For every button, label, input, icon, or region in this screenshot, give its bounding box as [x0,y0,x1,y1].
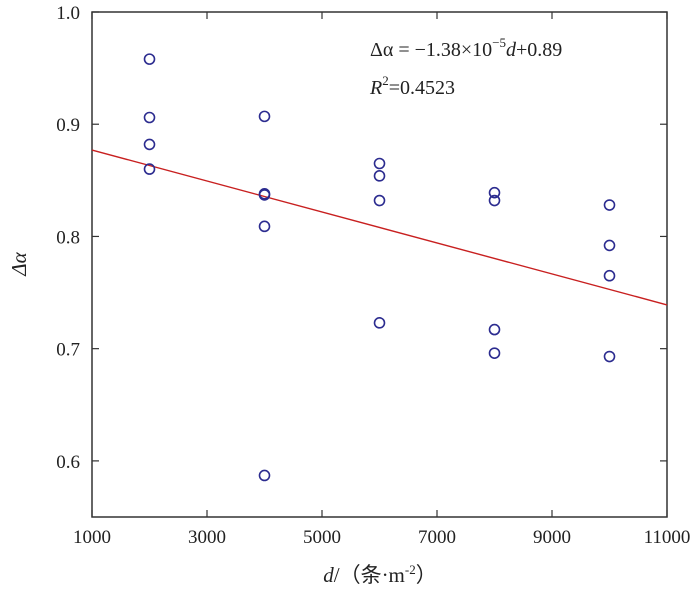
data-point [373,170,386,182]
y-tick-label: 0.8 [56,227,80,248]
data-point [488,186,501,199]
y-tick-label: 0.6 [56,452,80,473]
data-point [603,199,616,211]
x-axis-label: d/（条·m-2） [323,562,437,587]
data-point [603,350,616,363]
x-axis-ticks: 1000 3000 5000 7000 9000 11000 [73,12,690,548]
y-tick-label: 0.9 [56,115,80,136]
data-point [143,138,156,151]
x-tick-label: 9000 [533,527,571,548]
x-tick-label: 5000 [303,527,341,548]
data-point [488,323,501,336]
x-tick-label: 3000 [188,527,226,548]
y-tick-label: 0.7 [56,340,80,361]
plot-frame [91,11,668,518]
y-tick-label: 1.0 [56,3,80,24]
data-point [373,157,386,170]
x-tick-label: 11000 [644,527,691,548]
fit-line [91,149,668,306]
data-point [143,111,156,124]
regression-equation: Δα = −1.38×10−5d+0.89 [370,35,562,61]
data-points [143,53,616,482]
data-point [258,220,271,233]
r-squared-label: R2=0.4523 [369,73,455,99]
data-point [488,347,501,359]
data-point [258,189,271,201]
fit-line-group [91,149,668,306]
data-point [373,317,386,329]
x-tick-label: 1000 [73,527,111,548]
data-point [143,163,156,175]
x-tick-label: 7000 [418,527,456,548]
data-point [603,269,616,282]
data-point [603,239,616,252]
data-point [143,53,156,65]
data-point [258,110,271,123]
data-point [373,194,386,207]
data-point [488,194,501,207]
y-axis-label: Δα [7,251,31,276]
data-point [258,469,271,482]
y-axis-ticks: 0.6 0.7 0.8 0.9 1.0 [56,3,667,473]
